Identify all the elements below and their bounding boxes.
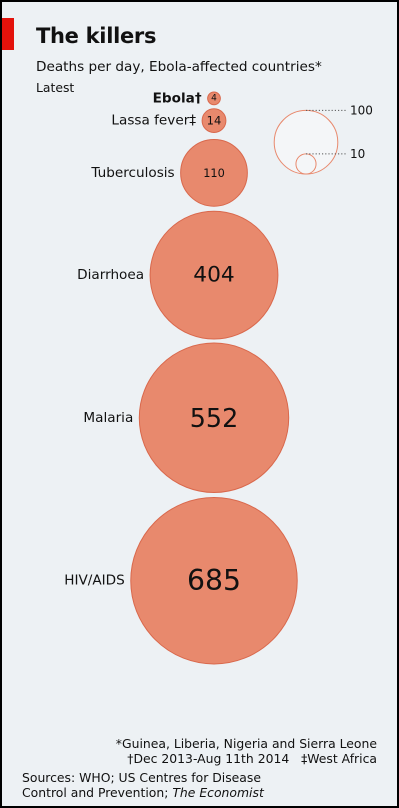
value-label-ebola: 4: [211, 93, 217, 103]
size-legend: 100 10: [273, 103, 373, 175]
category-label-malaria: Malaria: [83, 410, 133, 426]
bubble-diarrhoea: [149, 210, 279, 340]
category-label-hiv-aids: HIV/AIDS: [64, 573, 125, 589]
value-label-malaria: 552: [190, 403, 238, 433]
category-label-tuberculosis: Tuberculosis: [90, 165, 174, 181]
category-label-lassa-fever: Lassa fever‡: [111, 113, 196, 129]
category-label-diarrhoea: Diarrhoea: [77, 267, 144, 283]
sources-prefix: Control and Prevention;: [22, 785, 173, 800]
bubble-tuberculosis: [180, 139, 248, 207]
latest-label: Latest: [36, 80, 75, 95]
footnote-ebola-period: †Dec 2013-Aug 11th 2014: [127, 751, 290, 766]
brand-red-bar: [2, 18, 14, 50]
bubble-ebola: [207, 91, 221, 106]
legend-label-100: 100: [350, 103, 373, 117]
sources-line-1: Sources: WHO; US Centres for Disease: [22, 770, 261, 785]
value-label-diarrhoea: 404: [193, 263, 234, 288]
value-label-tuberculosis: 110: [203, 166, 225, 180]
category-label-ebola: Ebola†: [153, 90, 202, 106]
footnote-lassa-region: ‡West Africa: [301, 751, 377, 766]
value-label-lassa-fever: 14: [207, 114, 222, 128]
footnote-dates-region: †Dec 2013-Aug 11th 2014 ‡West Africa: [127, 751, 377, 766]
chart-title: The killers: [36, 24, 157, 48]
bubble-malaria: [138, 342, 290, 493]
sources-economist: The Economist: [172, 785, 264, 800]
chart-subtitle: Deaths per day, Ebola-affected countries…: [36, 59, 322, 75]
bubble-series: 4 Ebola† 14 Lassa fever‡ 110 Tuberculosis 404 D…: [64, 90, 298, 665]
bubble-lassa-fever: [201, 108, 227, 134]
legend-label-10: 10: [350, 147, 365, 161]
bubble-hiv-aids: [130, 496, 298, 665]
legend-circle-10: [295, 153, 317, 175]
value-label-hiv-aids: 685: [187, 564, 241, 597]
footnote-countries: *Guinea, Liberia, Nigeria and Sierra Leo…: [115, 736, 377, 751]
sources-line-2: Control and Prevention; The Economist: [22, 785, 264, 800]
